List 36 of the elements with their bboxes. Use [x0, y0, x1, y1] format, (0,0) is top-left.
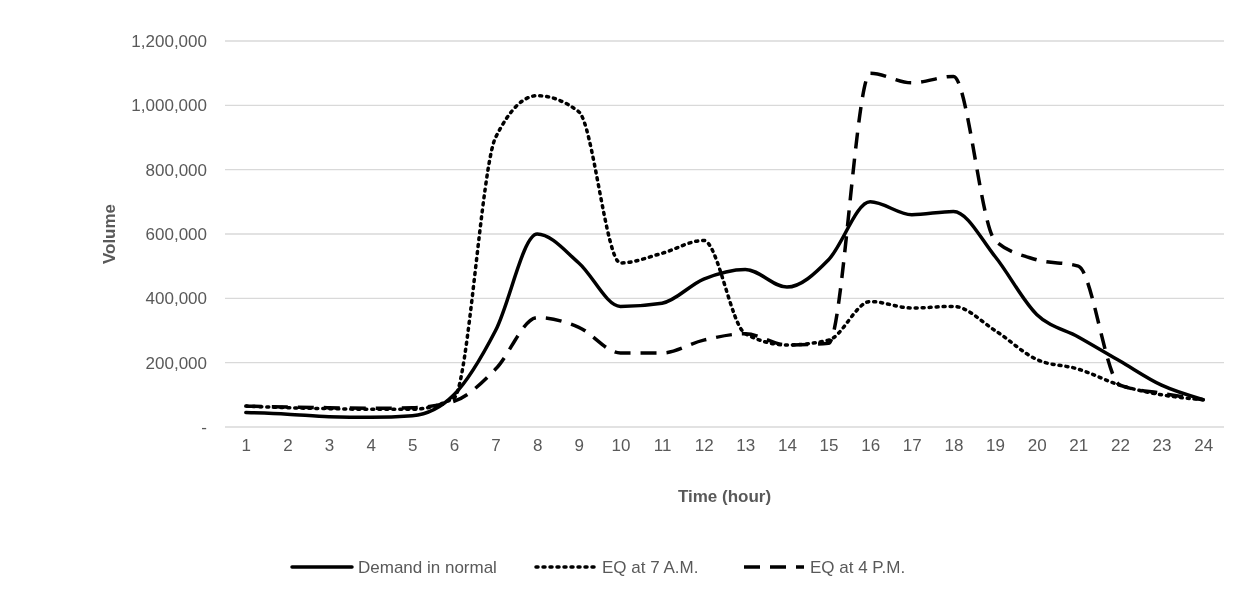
x-tick-label: 1 — [241, 436, 252, 456]
x-tick-label: 7 — [491, 436, 501, 456]
x-tick-label: 18 — [944, 436, 964, 456]
y-tick-label: 1,000,000 — [131, 96, 207, 116]
x-tick-label: 22 — [1110, 436, 1130, 456]
x-tick-label: 14 — [777, 436, 797, 456]
x-tick-label: 8 — [532, 436, 543, 456]
x-tick-label: 24 — [1194, 436, 1214, 456]
x-tick-label: 2 — [283, 436, 293, 456]
x-axis-title: Time (hour) — [677, 487, 772, 506]
legend-label: EQ at 7 A.M. — [602, 558, 699, 577]
x-tick-label: 10 — [611, 436, 631, 456]
legend-label: EQ at 4 P.M. — [810, 558, 906, 577]
y-tick-label: - — [201, 417, 207, 437]
y-tick-label: 200,000 — [145, 353, 207, 373]
x-tick-label: 12 — [694, 436, 714, 456]
y-tick-label: 800,000 — [145, 160, 207, 180]
x-tick-label: 19 — [986, 436, 1006, 456]
y-tick-label: 600,000 — [145, 224, 207, 244]
x-tick-label: 5 — [408, 436, 418, 456]
x-tick-label: 20 — [1027, 436, 1047, 456]
x-tick-label: 17 — [902, 436, 922, 456]
y-tick-label: 1,200,000 — [131, 31, 207, 51]
y-tick-label: 400,000 — [145, 289, 207, 309]
y-axis-title: Volume — [100, 203, 119, 265]
x-tick-label: 3 — [324, 436, 335, 456]
x-tick-label: 21 — [1069, 436, 1089, 456]
x-tick-label: 4 — [366, 436, 376, 456]
x-tick-label: 15 — [819, 436, 839, 456]
legend-label: Demand in normal — [358, 558, 497, 577]
x-tick-label: 16 — [861, 436, 881, 456]
x-tick-label: 23 — [1152, 436, 1172, 456]
x-tick-label: 13 — [736, 436, 756, 456]
x-tick-label: 6 — [449, 436, 460, 456]
x-tick-label: 9 — [574, 436, 585, 456]
x-tick-label: 11 — [653, 436, 672, 456]
